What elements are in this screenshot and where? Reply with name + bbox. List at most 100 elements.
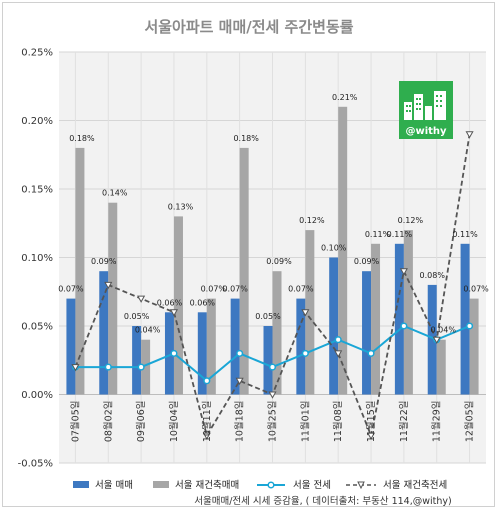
data-label-seoul-sale: 0.05%: [124, 312, 150, 321]
data-label-seoul-sale: 0.07%: [288, 285, 314, 294]
data-label-seoul-sale: 0.07%: [222, 285, 248, 294]
point-reconstruction-jeonse: [366, 432, 376, 440]
bar-seoul-sale: [362, 271, 372, 395]
point-reconstruction-jeonse: [169, 309, 179, 317]
point-reconstruction-jeonse: [202, 432, 211, 440]
bar-seoul-sale: [132, 326, 142, 395]
x-tick-label: 10월11일: [201, 401, 213, 443]
point-seoul-jeonse: [400, 322, 408, 330]
y-tick-label: 0.20%: [21, 116, 53, 127]
data-label-seoul-sale: 0.06%: [190, 298, 216, 307]
data-label-reconstruction-sale: 0.09%: [266, 257, 292, 266]
chart-canvas: 서울아파트 매매/전세 주간변동률 -0.05% 0.00% 0.05% 0.10% 0…: [18, 18, 490, 507]
x-tick-label: 11월15일: [365, 401, 377, 443]
point-seoul-jeonse: [367, 349, 375, 357]
y-tick-label: -0.05%: [18, 459, 53, 470]
point-seoul-jeonse: [203, 377, 211, 385]
point-reconstruction-jeonse: [71, 364, 80, 372]
point-seoul-jeonse: [334, 336, 342, 344]
bar-seoul-sale: [263, 326, 273, 395]
data-label-seoul-sale: 0.09%: [91, 257, 117, 266]
point-reconstruction-jeonse: [268, 391, 277, 399]
bar-reconstruction-sale: [141, 339, 151, 395]
x-tick-label: 09월06일: [135, 401, 147, 443]
bar-reconstruction-sale: [75, 147, 85, 395]
x-tick-label: 07월05일: [69, 401, 81, 443]
chart-title: 서울아파트 매매/전세 주간변동률: [144, 18, 353, 36]
y-tick-label: 0.15%: [21, 185, 53, 196]
data-label-reconstruction-sale: 0.14%: [102, 189, 128, 198]
point-seoul-jeonse: [104, 363, 112, 371]
bar-reconstruction-sale: [173, 216, 183, 395]
point-reconstruction-jeonse: [235, 377, 244, 386]
data-label-seoul-sale: 0.11%: [387, 230, 413, 239]
data-label-reconstruction-sale: 0.07%: [201, 285, 227, 294]
y-tick-label: 0.00%: [21, 390, 53, 401]
data-label-reconstruction-sale: 0.07%: [463, 285, 489, 294]
x-tick-label: 11월22일: [398, 401, 410, 443]
legend: 서울 매매 서울 재건축매매 서울 전세 서울 재건축전세: [73, 480, 447, 491]
x-tick-label: 08월02일: [102, 401, 114, 443]
legend-label-reconstruction-sale: 서울 재건축매매: [175, 480, 239, 491]
point-reconstruction-jeonse: [301, 309, 310, 317]
point-reconstruction-jeonse: [465, 131, 474, 139]
bar-seoul-sale: [197, 312, 207, 395]
data-label-seoul-sale: 0.11%: [452, 230, 478, 239]
legend-marker-reconstruction-jeonse: [357, 481, 365, 490]
point-reconstruction-jeonse: [137, 295, 146, 303]
bar-seoul-sale: [427, 284, 437, 395]
point-seoul-jeonse: [137, 363, 145, 371]
data-label-seoul-sale: 0.09%: [354, 257, 380, 266]
x-tick-label: 11월01일: [299, 401, 311, 443]
bar-reconstruction-sale: [206, 298, 216, 395]
bar-reconstruction-sale: [108, 202, 118, 395]
data-label-reconstruction-sale: 0.04%: [431, 326, 457, 335]
bar-seoul-sale: [164, 312, 174, 395]
bar-reconstruction-sale: [469, 298, 479, 395]
x-tick-label: 12월05일: [464, 401, 476, 443]
point-reconstruction-jeonse: [334, 350, 343, 358]
y-tick-label: 0.25%: [21, 48, 53, 59]
bar-reconstruction-sale: [272, 271, 282, 395]
data-label-reconstruction-sale: 0.13%: [168, 202, 194, 211]
chart-frame: 서울아파트 매매/전세 주간변동률 -0.05% 0.00% 0.05% 0.10% 0…: [2, 2, 495, 507]
bar-seoul-sale: [66, 298, 76, 395]
data-label-reconstruction-sale: 0.12%: [299, 216, 325, 225]
bar-reconstruction-sale: [403, 230, 413, 395]
point-seoul-jeonse: [236, 349, 244, 357]
withy-logo: @withy: [399, 81, 453, 139]
legend-label-seoul-sale: 서울 매매: [95, 480, 133, 491]
x-tick-label: 10월25일: [267, 401, 279, 443]
data-label-seoul-sale: 0.05%: [255, 312, 281, 321]
data-label-reconstruction-sale: 0.21%: [332, 93, 358, 102]
data-label-seoul-sale: 0.08%: [420, 271, 446, 280]
legend-label-reconstruction-jeonse: 서울 재건축전세: [383, 480, 447, 491]
data-labels: 0.07% 0.18% 0.09% 0.14% 0.05% 0.04% 0.06% 0.13%…: [58, 93, 489, 335]
legend-swatch-reconstruction-sale: [153, 481, 169, 488]
y-tick-label: 0.05%: [21, 322, 53, 333]
bar-seoul-sale: [230, 298, 240, 395]
data-label-seoul-sale: 0.10%: [321, 244, 347, 253]
bar-reconstruction-sale: [436, 339, 446, 395]
x-tick-label: 11월08일: [332, 401, 344, 443]
bar-seoul-sale: [460, 243, 470, 395]
source-note: 서울매매/전세 시세 증감율, ( 데이터출처: 부동산 114,@withy): [194, 495, 451, 507]
bar-seoul-sale: [99, 271, 109, 395]
point-reconstruction-jeonse: [432, 336, 441, 344]
y-tick-label: 0.10%: [21, 253, 53, 264]
data-label-reconstruction-sale: 0.11%: [365, 230, 391, 239]
data-label-seoul-sale: 0.06%: [157, 298, 183, 307]
bar-reconstruction-sale: [239, 147, 249, 395]
lines: [71, 131, 474, 440]
x-tick-label: 10월18일: [234, 401, 246, 443]
bar-seoul-sale: [296, 298, 306, 395]
legend-marker-seoul-jeonse: [267, 481, 275, 489]
data-label-reconstruction-sale: 0.12%: [398, 216, 424, 225]
bar-reconstruction-sale: [371, 243, 381, 395]
point-seoul-jeonse: [466, 322, 474, 330]
bars: [66, 106, 479, 395]
data-label-seoul-sale: 0.07%: [58, 285, 84, 294]
point-reconstruction-jeonse: [399, 268, 408, 276]
x-axis: 07월05일 08월02일 09월06일 10월04일 10월11일 10월18일 10월2…: [69, 401, 475, 443]
point-seoul-jeonse: [170, 349, 178, 357]
